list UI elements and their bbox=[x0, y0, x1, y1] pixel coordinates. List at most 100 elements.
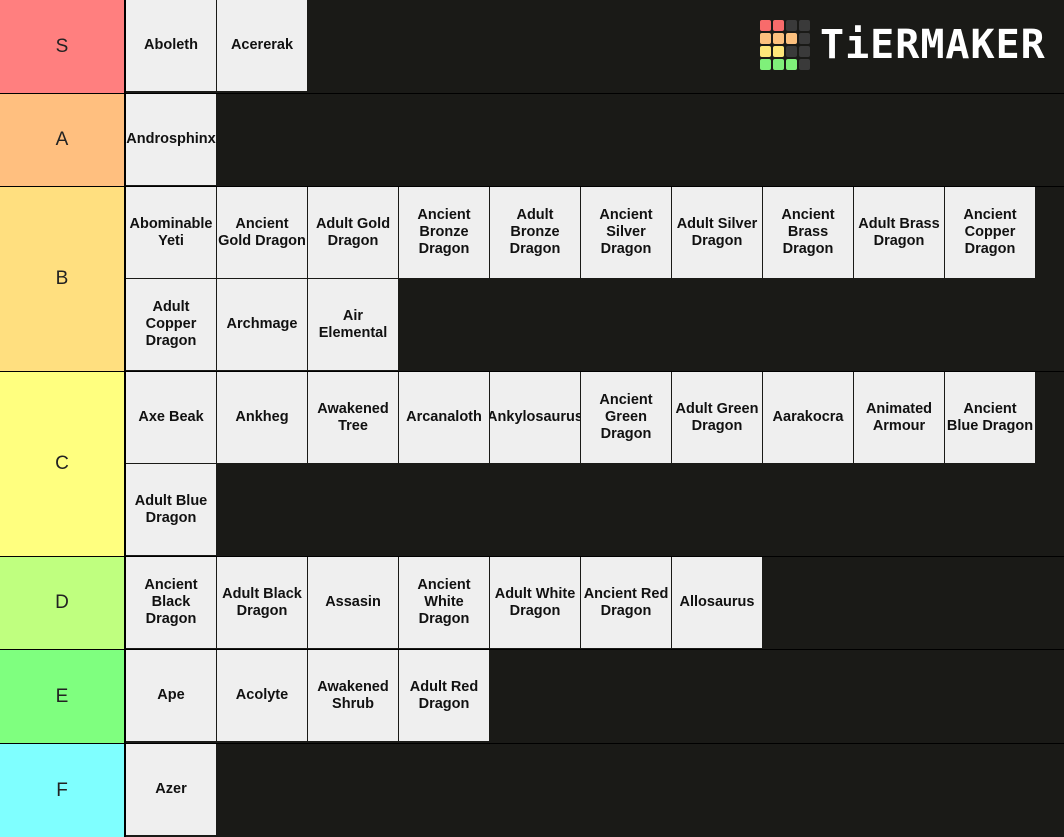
tier-item-card[interactable]: Ancient Red Dragon bbox=[581, 557, 671, 648]
tier-item-card[interactable]: Adult Bronze Dragon bbox=[490, 187, 580, 278]
logo-grid-square bbox=[799, 20, 810, 31]
tier-item-card[interactable]: Animated Armour bbox=[854, 372, 944, 463]
tier-item-card[interactable]: Ancient Gold Dragon bbox=[217, 187, 307, 278]
tier-item-label: Allosaurus bbox=[679, 594, 755, 610]
tier-items-area[interactable]: Azer bbox=[126, 744, 1064, 837]
tier-row: B Abominable Yeti Ancient Gold Dragon Adult… bbox=[0, 187, 1064, 371]
tier-item-label: Acererak bbox=[230, 37, 294, 53]
tier-item-card[interactable]: Adult Copper Dragon bbox=[126, 279, 216, 370]
tier-item-label: Ancient Copper Dragon bbox=[963, 207, 1017, 257]
tier-item-card[interactable]: Ancient White Dragon bbox=[399, 557, 489, 648]
tier-item-label: Androsphinx bbox=[126, 131, 216, 147]
tier-item-card[interactable]: Ape bbox=[126, 650, 216, 741]
tier-items-area[interactable]: Ape Acolyte Awakened Shrub Adult Red Dragon bbox=[126, 650, 1064, 743]
tier-label[interactable]: D bbox=[0, 557, 124, 649]
tier-item-label: Awakened Tree bbox=[317, 400, 389, 434]
logo-grid-square bbox=[786, 46, 797, 57]
tier-label[interactable]: S bbox=[0, 0, 124, 93]
tier-label[interactable]: A bbox=[0, 94, 124, 186]
tier-item-card[interactable]: Adult Green Dragon bbox=[672, 372, 762, 463]
logo-grid-square bbox=[760, 46, 771, 57]
tier-item-card[interactable]: Ancient Brass Dragon bbox=[763, 187, 853, 278]
tier-items-area[interactable]: Ancient Black Dragon Adult Black Dragon As… bbox=[126, 557, 1064, 649]
tier-item-label: Abominable Yeti bbox=[129, 215, 213, 249]
tier-item-card[interactable]: Assasin bbox=[308, 557, 398, 648]
tier-item-label: Adult Blue Dragon bbox=[134, 492, 208, 526]
tier-item-card[interactable]: Azer bbox=[126, 744, 216, 835]
tier-item-card[interactable]: Allosaurus bbox=[672, 557, 762, 648]
tier-item-card[interactable]: Adult Gold Dragon bbox=[308, 187, 398, 278]
tier-item-label: Assasin bbox=[325, 594, 381, 610]
tier-row: A Androsphinx bbox=[0, 94, 1064, 186]
tier-item-label: Archmage bbox=[226, 316, 298, 332]
tier-item-card[interactable]: Ankheg bbox=[217, 372, 307, 463]
tier-row: F Azer bbox=[0, 744, 1064, 837]
tier-item-label: Animated Armour bbox=[865, 400, 933, 434]
tier-item-card[interactable]: Axe Beak bbox=[126, 372, 216, 463]
logo-grid-square bbox=[760, 20, 771, 31]
tier-item-card[interactable]: Air Elemental bbox=[308, 279, 398, 370]
tier-item-label: Ape bbox=[157, 687, 185, 703]
tier-item-card[interactable]: Adult White Dragon bbox=[490, 557, 580, 648]
tier-item-label: Ancient Brass Dragon bbox=[781, 207, 835, 257]
tier-item-label: Ancient Blue Dragon bbox=[946, 400, 1034, 434]
tier-item-label: Aboleth bbox=[144, 37, 198, 53]
tier-label[interactable]: B bbox=[0, 187, 124, 371]
tier-item-card[interactable]: Archmage bbox=[217, 279, 307, 370]
tier-item-label: Awakened Shrub bbox=[317, 678, 389, 712]
tier-item-label: Ancient Red Dragon bbox=[583, 585, 669, 619]
tier-item-card[interactable]: Ancient Bronze Dragon bbox=[399, 187, 489, 278]
logo-grid-square bbox=[799, 33, 810, 44]
tier-row: D Ancient Black Dragon Adult Black Dragon A… bbox=[0, 557, 1064, 649]
tier-row: C Axe Beak Ankheg Awakened Tree Arcanaloth An… bbox=[0, 372, 1064, 556]
tier-item-label: Azer bbox=[155, 781, 187, 797]
tier-item-card[interactable]: Ankylosaurus bbox=[490, 372, 580, 463]
tier-item-label: Ankheg bbox=[235, 409, 289, 425]
tier-item-card[interactable]: Ancient Green Dragon bbox=[581, 372, 671, 463]
tier-item-card[interactable]: Awakened Shrub bbox=[308, 650, 398, 741]
tiermaker-wordmark: TiERMAKER bbox=[820, 22, 1046, 68]
tier-label[interactable]: E bbox=[0, 650, 124, 743]
tier-label[interactable]: C bbox=[0, 372, 124, 556]
tier-item-card[interactable]: Arcanaloth bbox=[399, 372, 489, 463]
tier-items-area[interactable]: Abominable Yeti Ancient Gold Dragon Adult … bbox=[126, 187, 1064, 371]
tier-item-card[interactable]: Acolyte bbox=[217, 650, 307, 741]
tier-item-card[interactable]: Ancient Black Dragon bbox=[126, 557, 216, 648]
tier-item-card[interactable]: Acererak bbox=[217, 0, 307, 91]
tier-item-card[interactable]: Ancient Silver Dragon bbox=[581, 187, 671, 278]
tier-item-label: Air Elemental bbox=[318, 307, 388, 341]
logo-grid-square bbox=[773, 20, 784, 31]
tier-item-label: Ancient Green Dragon bbox=[599, 392, 653, 442]
tier-item-card[interactable]: Ancient Copper Dragon bbox=[945, 187, 1035, 278]
tier-item-card[interactable]: Adult Brass Dragon bbox=[854, 187, 944, 278]
tier-item-card[interactable]: Adult Black Dragon bbox=[217, 557, 307, 648]
tier-item-card[interactable]: Awakened Tree bbox=[308, 372, 398, 463]
tier-item-card[interactable]: Abominable Yeti bbox=[126, 187, 216, 278]
tier-item-label: Adult Brass Dragon bbox=[858, 215, 940, 249]
tier-row: E Ape Acolyte Awakened Shrub Adult Red Drago… bbox=[0, 650, 1064, 743]
tier-label[interactable]: F bbox=[0, 744, 124, 837]
tier-item-card[interactable]: Aboleth bbox=[126, 0, 216, 91]
tier-item-card[interactable]: Adult Red Dragon bbox=[399, 650, 489, 741]
tier-item-card[interactable]: Adult Blue Dragon bbox=[126, 464, 216, 555]
tier-item-label: Ancient White Dragon bbox=[417, 577, 471, 627]
tier-item-label: Axe Beak bbox=[138, 409, 204, 425]
tiermaker-grid-icon bbox=[760, 20, 810, 70]
logo-grid-square bbox=[760, 33, 771, 44]
logo-grid-square bbox=[786, 59, 797, 70]
tier-items-area[interactable]: Aboleth Acererak bbox=[126, 0, 1064, 93]
tier-items-area[interactable]: Androsphinx bbox=[126, 94, 1064, 186]
tier-item-label: Adult Copper Dragon bbox=[145, 299, 197, 349]
tier-item-card[interactable]: Ancient Blue Dragon bbox=[945, 372, 1035, 463]
tier-item-label: Adult White Dragon bbox=[494, 585, 576, 619]
logo-grid-square bbox=[773, 59, 784, 70]
tier-item-card[interactable]: Aarakocra bbox=[763, 372, 853, 463]
tier-item-label: Ancient Gold Dragon bbox=[218, 215, 306, 249]
tier-item-card[interactable]: Adult Silver Dragon bbox=[672, 187, 762, 278]
tier-item-card[interactable]: Androsphinx bbox=[126, 94, 216, 185]
logo-grid-square bbox=[786, 20, 797, 31]
tier-item-label: Adult Gold Dragon bbox=[315, 215, 391, 249]
tier-items-area[interactable]: Axe Beak Ankheg Awakened Tree Arcanaloth Ank… bbox=[126, 372, 1064, 556]
tier-row: S Aboleth Acererak bbox=[0, 0, 1064, 93]
